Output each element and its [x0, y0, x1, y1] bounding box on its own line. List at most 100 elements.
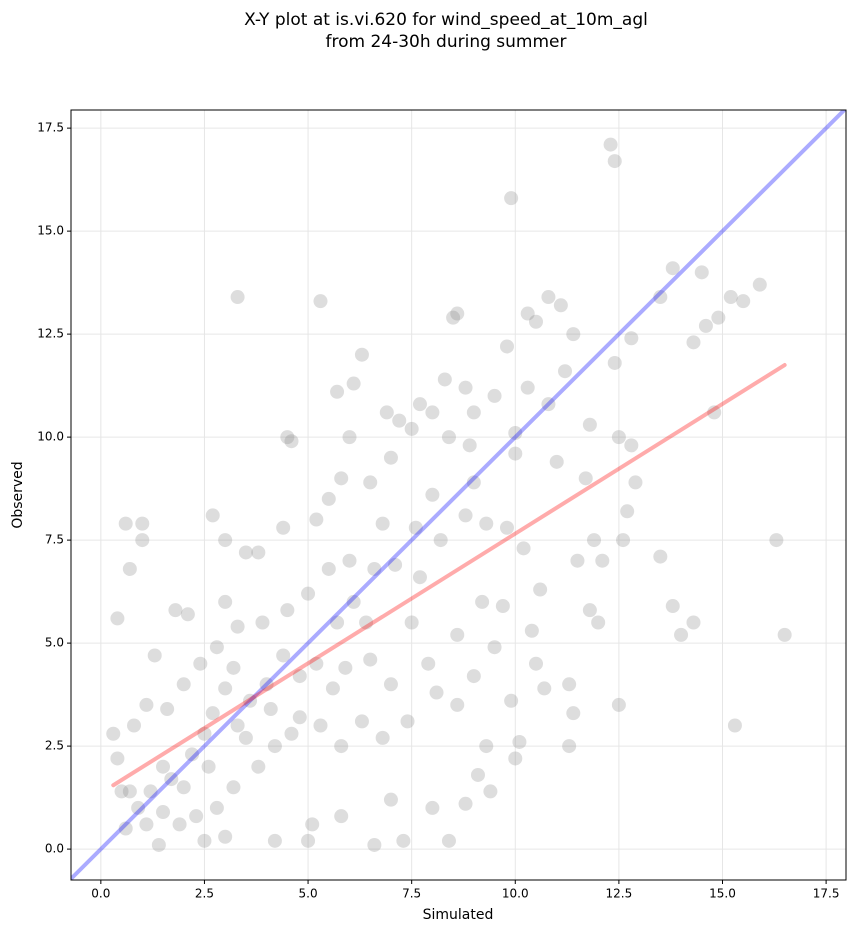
scatter-point	[383, 677, 398, 692]
scatter-point	[226, 660, 241, 675]
scatter-point	[537, 681, 552, 696]
scatter-point	[292, 710, 307, 725]
scatter-point	[185, 747, 200, 762]
x-tick-label: 0.0	[91, 887, 110, 901]
scatter-point	[524, 623, 539, 638]
scatter-point	[139, 697, 154, 712]
y-tick-label: 10.0	[37, 430, 64, 444]
scatter-point	[408, 520, 423, 535]
scatter-point	[193, 656, 208, 671]
scatter-point	[466, 669, 481, 684]
y-tick-label: 17.5	[37, 121, 64, 135]
x-axis-label: Simulated	[423, 907, 494, 923]
scatter-point	[412, 570, 427, 585]
scatter-point	[479, 739, 494, 754]
scatter-point	[541, 397, 556, 412]
scatter-point	[330, 384, 345, 399]
scatter-point	[458, 380, 473, 395]
scatter-point	[686, 335, 701, 350]
scatter-point	[230, 290, 245, 305]
scatter-point	[218, 533, 233, 548]
scatter-point	[230, 718, 245, 733]
scatter-point	[334, 809, 349, 824]
scatter-point	[284, 726, 299, 741]
scatter-point	[421, 656, 436, 671]
scatter-point	[325, 681, 340, 696]
scatter-point	[508, 446, 523, 461]
scatter-point	[321, 561, 336, 576]
scatter-point	[354, 347, 369, 362]
scatter-point	[218, 681, 233, 696]
scatter-point	[156, 805, 171, 820]
scatter-point	[425, 487, 440, 502]
scatter-point	[230, 619, 245, 634]
plot-frame	[70, 109, 847, 881]
scatter-point	[487, 640, 502, 655]
scatter-point	[508, 425, 523, 440]
scatter-point	[238, 730, 253, 745]
scatter-point	[330, 615, 345, 630]
scatter-point	[541, 290, 556, 305]
scatter-point	[504, 191, 519, 206]
scatter-point	[562, 677, 577, 692]
chart-subtitle: from 24-30h during summer	[326, 32, 567, 52]
scatter-point	[383, 792, 398, 807]
chart-title: X-Y plot at is.vi.620 for wind_speed_at_…	[244, 10, 648, 30]
scatter-point	[375, 730, 390, 745]
scatter-point	[624, 331, 639, 346]
scatter-point	[578, 471, 593, 486]
scatter-point	[504, 693, 519, 708]
scatter-point	[707, 405, 722, 420]
x-tick-label: 2.5	[195, 887, 214, 901]
scatter-point	[425, 405, 440, 420]
scatter-point	[483, 784, 498, 799]
scatter-point	[118, 516, 133, 531]
scatter-point	[305, 817, 320, 832]
scatter-point	[122, 561, 137, 576]
scatter-point	[429, 685, 444, 700]
scatter-point	[533, 582, 548, 597]
scatter-point	[259, 677, 274, 692]
scatter-point	[437, 372, 452, 387]
scatter-point	[587, 533, 602, 548]
scatter-point	[280, 603, 295, 618]
scatter-point	[624, 438, 639, 453]
scatter-point	[665, 261, 680, 276]
x-tick-label: 15.0	[709, 887, 736, 901]
scatter-point	[520, 380, 535, 395]
scatter-point	[205, 508, 220, 523]
scatter-point	[114, 784, 129, 799]
scatter-point	[218, 594, 233, 609]
scatter-point	[313, 718, 328, 733]
scatter-point	[238, 545, 253, 560]
scatter-point	[582, 417, 597, 432]
x-tick-label: 7.5	[402, 887, 421, 901]
scatter-point	[777, 627, 792, 642]
scatter-point	[628, 475, 643, 490]
scatter-point	[267, 739, 282, 754]
scatter-point	[342, 553, 357, 568]
scatter-point	[611, 697, 626, 712]
scatter-point	[334, 471, 349, 486]
scatter-point	[450, 627, 465, 642]
scatter-point	[392, 413, 407, 428]
scatter-point	[251, 759, 266, 774]
scatter-point	[243, 693, 258, 708]
scatter-point	[284, 434, 299, 449]
scatter-point	[441, 430, 456, 445]
scatter-point	[412, 397, 427, 412]
ticks: 0.0 2.5 5.0 7.5 10.0 12.5 15.0 17.5 0.0 2.5 5.0 7.5…	[37, 121, 839, 901]
scatter-point	[110, 611, 125, 626]
scatter-point	[309, 512, 324, 527]
y-tick-label: 2.5	[45, 739, 64, 753]
scatter-point	[209, 800, 224, 815]
x-tick-label: 12.5	[606, 887, 633, 901]
scatter-point	[607, 154, 622, 169]
scatter-point	[379, 405, 394, 420]
scatter-point	[404, 421, 419, 436]
scatter-point	[549, 454, 564, 469]
y-tick-label: 5.0	[45, 636, 64, 650]
scatter-point	[727, 718, 742, 733]
scatter-point	[334, 739, 349, 754]
scatter-point	[562, 739, 577, 754]
